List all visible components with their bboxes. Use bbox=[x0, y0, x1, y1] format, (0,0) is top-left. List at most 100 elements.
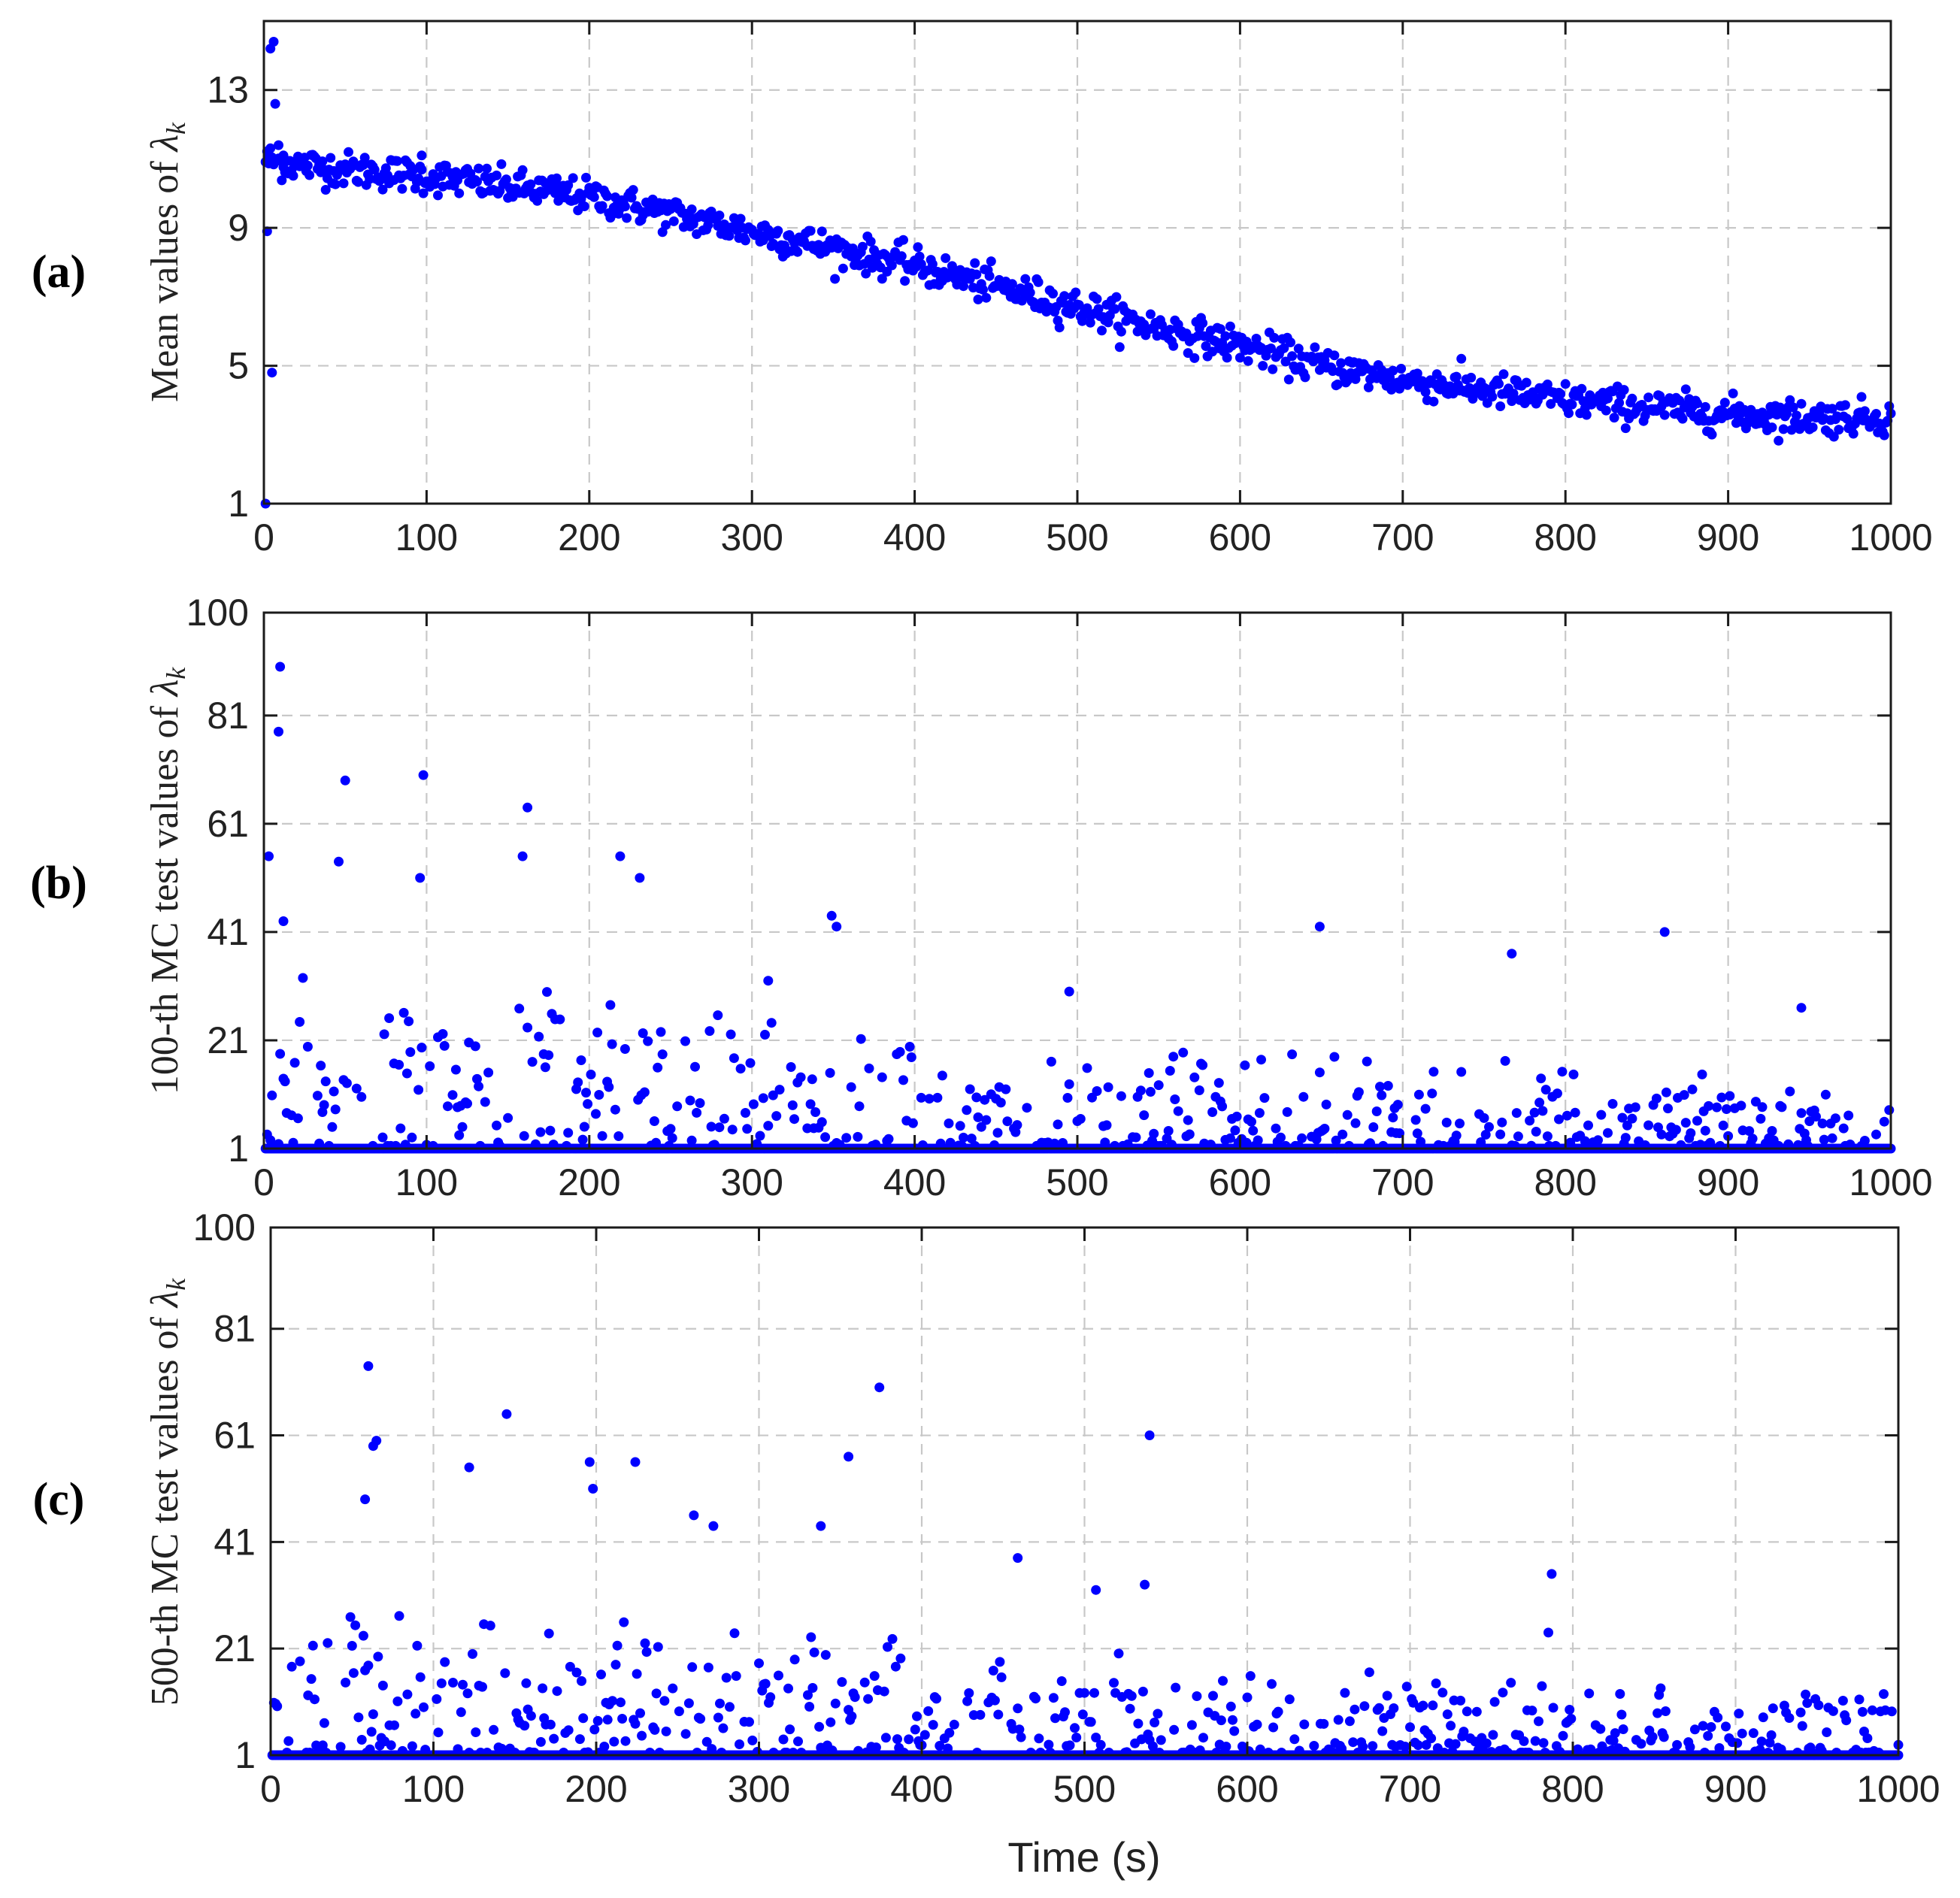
panel-a-outlier-point bbox=[267, 368, 277, 378]
panel-c-point bbox=[850, 1692, 860, 1703]
panel-b-point bbox=[280, 1076, 290, 1087]
panel-c-point bbox=[319, 1718, 329, 1728]
panel-b-point bbox=[298, 973, 308, 983]
panel-a-point bbox=[1774, 435, 1784, 446]
panel-c-point bbox=[1048, 1693, 1059, 1703]
panel-b-point bbox=[605, 1000, 616, 1010]
panel-c-point bbox=[1615, 1689, 1625, 1699]
panel-c-point bbox=[1299, 1719, 1310, 1730]
panel-c-point bbox=[394, 1611, 404, 1621]
panel-a-point bbox=[1494, 379, 1504, 389]
panel-a-point bbox=[1114, 342, 1125, 353]
panel-b-point bbox=[1627, 1113, 1637, 1124]
panel-c-point bbox=[323, 1638, 333, 1648]
panel-b-point bbox=[1082, 1063, 1092, 1073]
panel-c-ytick-label-81: 81 bbox=[214, 1308, 256, 1350]
panel-a-point bbox=[1269, 332, 1280, 343]
panel-c-point bbox=[1519, 1736, 1529, 1746]
panel-c-point bbox=[589, 1724, 600, 1735]
panel-c-point bbox=[1031, 1694, 1041, 1704]
panel-a-point bbox=[1856, 392, 1867, 402]
panel-a-point bbox=[359, 153, 370, 163]
panel-c-point bbox=[1013, 1703, 1023, 1714]
panel-b-point bbox=[576, 1055, 586, 1065]
panel-a-point bbox=[602, 191, 613, 201]
panel-c-point bbox=[718, 1723, 729, 1733]
panel-a-point bbox=[941, 253, 951, 263]
panel-c-point bbox=[552, 1686, 562, 1697]
panel-c-point bbox=[1125, 1703, 1135, 1714]
panel-c-point bbox=[363, 1660, 374, 1671]
panel-c-outlier-point bbox=[584, 1457, 595, 1467]
panel-a-point bbox=[1767, 422, 1777, 433]
panel-a-point bbox=[369, 165, 380, 175]
panel-c-point bbox=[1273, 1706, 1283, 1717]
panel-b-point bbox=[1820, 1089, 1831, 1100]
panel-b-point bbox=[1427, 1088, 1437, 1099]
panel-a-point bbox=[1692, 398, 1702, 409]
panel-b-point bbox=[1254, 1108, 1265, 1119]
panel-c-point bbox=[637, 1730, 647, 1741]
panel-c-point bbox=[1537, 1681, 1547, 1691]
panel-b-outlier-point bbox=[418, 770, 429, 780]
panel-c-point bbox=[520, 1721, 530, 1731]
panel-b-point bbox=[841, 1133, 852, 1143]
panel-b-point bbox=[438, 1029, 448, 1039]
panel-b-point bbox=[745, 1058, 756, 1068]
panel-a-point bbox=[1620, 423, 1631, 434]
panel-a-point bbox=[1092, 294, 1102, 304]
panel-a-point bbox=[454, 188, 465, 198]
panel-c-point bbox=[1198, 1733, 1208, 1743]
panel-a-point bbox=[973, 294, 983, 304]
panel-c-point bbox=[1153, 1709, 1163, 1719]
panel-a-point bbox=[1659, 410, 1670, 420]
panel-b-point bbox=[1287, 1049, 1298, 1060]
panel-b-point bbox=[656, 1027, 666, 1037]
panel-c-outlier-point bbox=[360, 1494, 371, 1505]
panel-b-point bbox=[1153, 1080, 1164, 1091]
panel-b-point bbox=[454, 1130, 465, 1140]
panel-a-point bbox=[805, 226, 816, 236]
panel-c-point bbox=[1426, 1733, 1437, 1744]
panel-c-point bbox=[1565, 1705, 1575, 1715]
panel-c-point bbox=[535, 1736, 546, 1747]
panel-a-point bbox=[482, 163, 492, 174]
panel-c-point bbox=[1016, 1732, 1026, 1742]
panel-b-point bbox=[474, 1081, 484, 1091]
panel-b-point bbox=[379, 1029, 389, 1040]
panel-b-point bbox=[741, 1108, 750, 1118]
panel-c-point bbox=[1636, 1739, 1646, 1749]
panel-c-point bbox=[1150, 1718, 1160, 1727]
panel-c-point bbox=[521, 1678, 532, 1688]
panel-b-point bbox=[295, 1017, 305, 1027]
panel-c-point bbox=[650, 1724, 660, 1735]
panel-c-point bbox=[453, 1744, 463, 1754]
panel-c-point bbox=[1813, 1700, 1824, 1710]
panel-b-xtick-label-400: 400 bbox=[883, 1161, 946, 1203]
panel-c-point bbox=[989, 1695, 1000, 1706]
panel-c-point bbox=[1319, 1718, 1329, 1729]
panel-b-point bbox=[540, 1062, 550, 1073]
panel-c-point bbox=[1337, 1743, 1347, 1754]
panel-b-point bbox=[592, 1028, 603, 1038]
panel-c-point bbox=[830, 1698, 841, 1709]
panel-c-xtick-label-500: 500 bbox=[1053, 1768, 1116, 1810]
panel-b-point bbox=[289, 1058, 300, 1068]
panel-b-outlier-point bbox=[1796, 1003, 1807, 1013]
panel-a-point bbox=[1085, 317, 1095, 328]
panel-c-point bbox=[1229, 1726, 1240, 1736]
panel-b-point bbox=[583, 1099, 593, 1109]
panel-a-point bbox=[1498, 369, 1509, 380]
panel-a: 0 100 200 300 400 500 600 700 800 900 1000 1 5 9 13 Me… bbox=[32, 20, 1933, 559]
panel-b-point bbox=[414, 1085, 424, 1095]
panel-c-point bbox=[713, 1712, 723, 1723]
panel-b-point bbox=[672, 1101, 683, 1112]
panel-a-point bbox=[1508, 389, 1519, 399]
panel-b-xtick-label-600: 600 bbox=[1209, 1161, 1271, 1203]
panel-b-point bbox=[1064, 1079, 1074, 1089]
panel-b-point bbox=[319, 1100, 329, 1110]
panel-b-xtick-label-300: 300 bbox=[720, 1161, 783, 1203]
panel-c-point bbox=[1489, 1697, 1500, 1707]
panel-a-point bbox=[563, 180, 574, 190]
